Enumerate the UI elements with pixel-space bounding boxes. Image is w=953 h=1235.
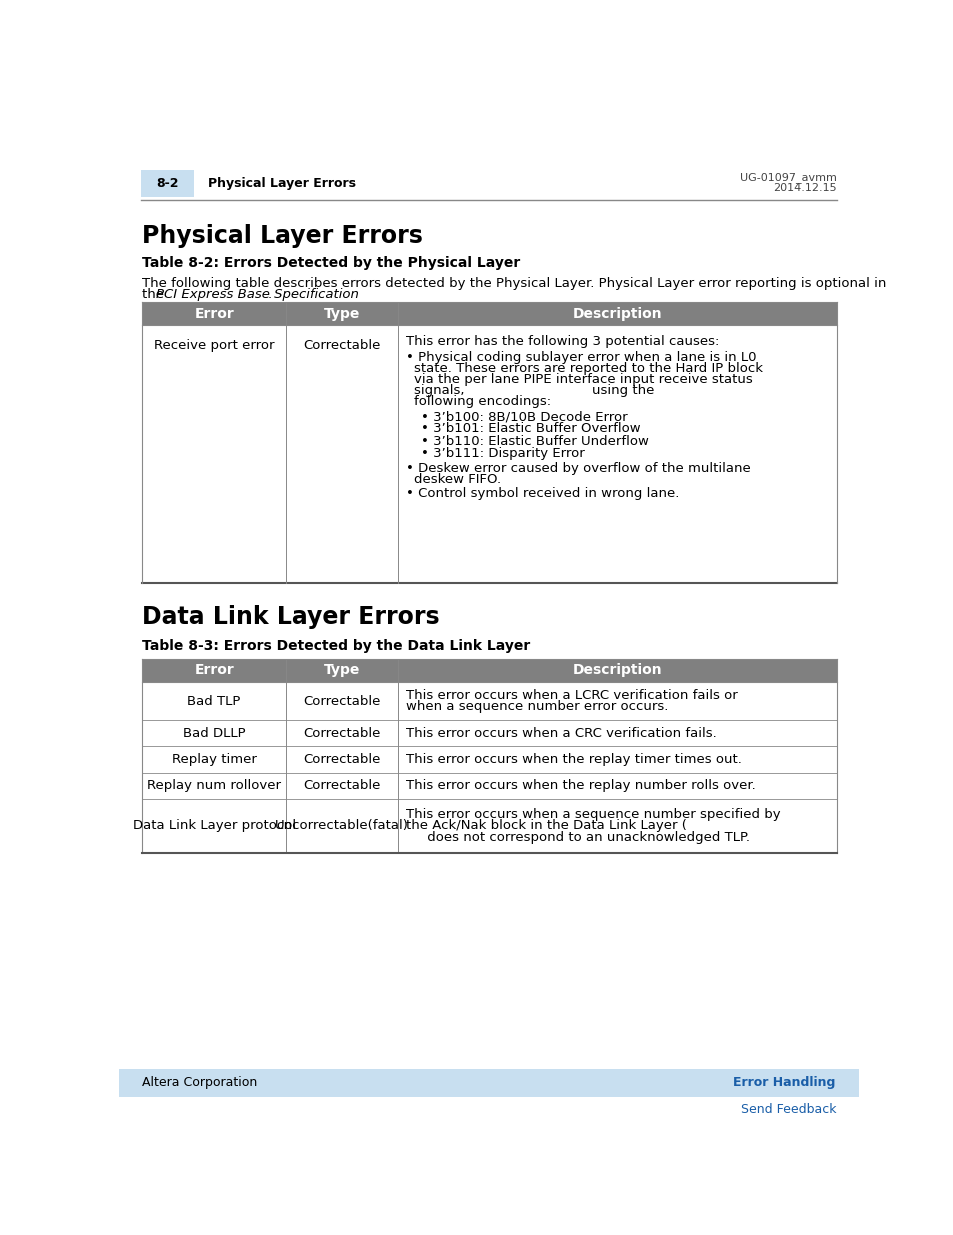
Text: the: the (142, 288, 169, 301)
Text: Correctable: Correctable (303, 340, 380, 352)
Text: Correctable: Correctable (303, 779, 380, 793)
Text: Altera Corporation: Altera Corporation (142, 1077, 257, 1089)
Text: This error occurs when the replay timer times out.: This error occurs when the replay timer … (406, 753, 741, 766)
Text: Bad TLP: Bad TLP (188, 694, 240, 708)
Text: Type: Type (323, 306, 360, 321)
Text: does not correspond to an unacknowledged TLP.: does not correspond to an unacknowledged… (406, 831, 749, 844)
Text: Error: Error (194, 306, 233, 321)
Bar (142, 658, 836, 682)
Text: • 3’b101: Elastic Buffer Overflow: • 3’b101: Elastic Buffer Overflow (421, 422, 640, 435)
Text: • 3’b100: 8B/10B Decode Error: • 3’b100: 8B/10B Decode Error (421, 410, 627, 424)
Bar (142, 746, 836, 773)
Text: the Ack/Nak block in the Data Link Layer (: the Ack/Nak block in the Data Link Layer… (406, 819, 686, 832)
Text: when a sequence number error occurs.: when a sequence number error occurs. (406, 700, 668, 714)
Text: Replay timer: Replay timer (172, 753, 256, 766)
Text: state. These errors are reported to the Hard IP block: state. These errors are reported to the … (414, 362, 762, 375)
Text: Error Handling: Error Handling (732, 1077, 835, 1089)
Text: deskew FIFO.: deskew FIFO. (414, 473, 500, 487)
Text: Error: Error (194, 663, 233, 677)
Bar (142, 303, 836, 325)
Text: Replay num rollover: Replay num rollover (147, 779, 281, 793)
Text: Description: Description (572, 663, 661, 677)
Text: Uncorrectable(fatal): Uncorrectable(fatal) (274, 819, 409, 832)
Text: signals,                              using the: signals, using the (414, 384, 654, 396)
Bar (142, 720, 836, 746)
Bar (119, 1070, 858, 1097)
Text: Description: Description (572, 306, 661, 321)
Text: • Deskew error caused by overflow of the multilane: • Deskew error caused by overflow of the… (406, 462, 750, 475)
Text: Data Link Layer protocol: Data Link Layer protocol (132, 819, 295, 832)
Text: PCI Express Base Specification: PCI Express Base Specification (156, 288, 359, 301)
Text: Table 8-2: Errors Detected by the Physical Layer: Table 8-2: Errors Detected by the Physic… (142, 256, 520, 270)
Text: Data Link Layer Errors: Data Link Layer Errors (142, 605, 439, 629)
Text: following encodings:: following encodings: (414, 395, 550, 408)
Text: 8-2: 8-2 (156, 177, 178, 190)
Text: Correctable: Correctable (303, 727, 380, 740)
Text: Type: Type (323, 663, 360, 677)
Text: This error occurs when the replay number rolls over.: This error occurs when the replay number… (406, 779, 755, 793)
Text: Table 8-3: Errors Detected by the Data Link Layer: Table 8-3: Errors Detected by the Data L… (142, 638, 530, 652)
Bar (142, 799, 836, 852)
Text: Physical Layer Errors: Physical Layer Errors (208, 177, 356, 190)
Text: via the per lane PIPE interface input receive status: via the per lane PIPE interface input re… (414, 373, 752, 387)
Text: Receive port error: Receive port error (153, 340, 274, 352)
Text: • Physical coding sublayer error when a lane is in L0: • Physical coding sublayer error when a … (406, 352, 756, 364)
Text: The following table describes errors detected by the Physical Layer. Physical La: The following table describes errors det… (142, 277, 886, 290)
Text: • 3’b111: Disparity Error: • 3’b111: Disparity Error (421, 447, 584, 459)
Text: 2014.12.15: 2014.12.15 (773, 183, 836, 193)
Text: This error occurs when a CRC verification fails.: This error occurs when a CRC verificatio… (406, 727, 716, 740)
Text: .: . (268, 288, 272, 301)
Text: Correctable: Correctable (303, 694, 380, 708)
Bar (142, 682, 836, 720)
Bar (141, 169, 193, 198)
Text: • Control symbol received in wrong lane.: • Control symbol received in wrong lane. (406, 487, 679, 500)
Text: UG-01097_avmm: UG-01097_avmm (740, 172, 836, 183)
Text: Correctable: Correctable (303, 753, 380, 766)
Text: Bad DLLP: Bad DLLP (183, 727, 245, 740)
Text: Physical Layer Errors: Physical Layer Errors (142, 224, 423, 248)
Text: This error has the following 3 potential causes:: This error has the following 3 potential… (406, 335, 719, 347)
Text: • 3’b110: Elastic Buffer Underflow: • 3’b110: Elastic Buffer Underflow (421, 435, 649, 447)
Bar (142, 325, 836, 583)
Bar (142, 773, 836, 799)
Text: Send Feedback: Send Feedback (740, 1103, 836, 1115)
Text: This error occurs when a sequence number specified by: This error occurs when a sequence number… (406, 808, 780, 821)
Text: This error occurs when a LCRC verification fails or: This error occurs when a LCRC verificati… (406, 689, 737, 701)
